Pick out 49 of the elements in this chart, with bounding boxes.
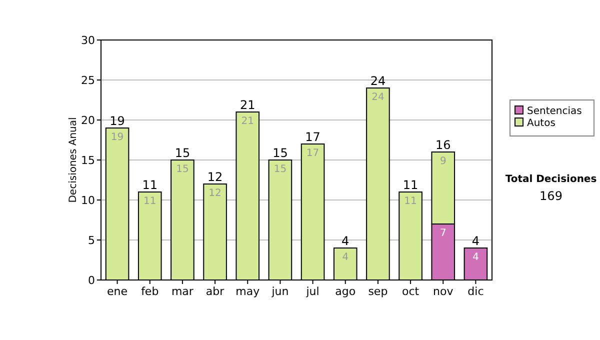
data-label: 15	[176, 164, 189, 175]
y-axis-title: Decisiones Anual	[68, 117, 79, 203]
total-label: 21	[240, 98, 256, 112]
total-label: 16	[435, 138, 451, 152]
total-label: 11	[142, 178, 158, 192]
data-label: 11	[404, 196, 417, 207]
data-label: 15	[274, 164, 287, 175]
x-tick-label: ene	[107, 285, 128, 298]
x-tick-label: sep	[368, 285, 388, 298]
text: Total Decisiones	[505, 174, 597, 185]
x-tick-label: jul	[305, 285, 320, 298]
total-label: 12	[207, 170, 223, 184]
total-label: 15	[174, 146, 190, 160]
x-tick-label: abr	[206, 285, 225, 298]
data-label: 17	[306, 148, 320, 159]
y-tick-label: 25	[81, 74, 95, 87]
data-label: 11	[144, 196, 156, 207]
data-label: 9	[440, 156, 446, 167]
data-label: 24	[372, 92, 384, 103]
data-label: 21	[241, 116, 254, 127]
y-tick-label: 20	[81, 114, 95, 127]
data-label: 4	[472, 252, 479, 263]
total-label: 4	[472, 234, 480, 248]
total-label: 15	[272, 146, 288, 160]
x-tick-label: oct	[402, 285, 420, 298]
x-tick-label: nov	[433, 285, 454, 298]
data-label: 4	[342, 252, 349, 263]
x-tick-label: jun	[270, 285, 289, 298]
text: 169	[540, 189, 562, 203]
y-tick-label: 5	[88, 234, 95, 247]
total-label: 19	[110, 114, 125, 128]
y-tick-label: 15	[81, 154, 95, 167]
y-tick-label: 0	[88, 274, 95, 287]
total-label: 4	[342, 234, 350, 248]
x-tick-label: may	[236, 285, 260, 298]
legend-label: Autos	[527, 118, 556, 129]
x-tick-label: ago	[335, 285, 356, 298]
legend-label: Sentencias	[527, 106, 582, 117]
x-tick-label: mar	[171, 285, 194, 298]
total-label: 17	[305, 130, 320, 144]
data-label: 12	[208, 188, 222, 199]
total-label: 11	[402, 178, 418, 192]
x-tick-label: dic	[468, 285, 484, 298]
x-tick-label: feb	[141, 285, 159, 298]
y-tick-label: 30	[81, 34, 95, 47]
y-tick-label: 10	[81, 194, 95, 207]
data-label: 7	[440, 228, 446, 239]
total-label: 24	[370, 74, 386, 88]
data-label: 19	[110, 132, 124, 143]
